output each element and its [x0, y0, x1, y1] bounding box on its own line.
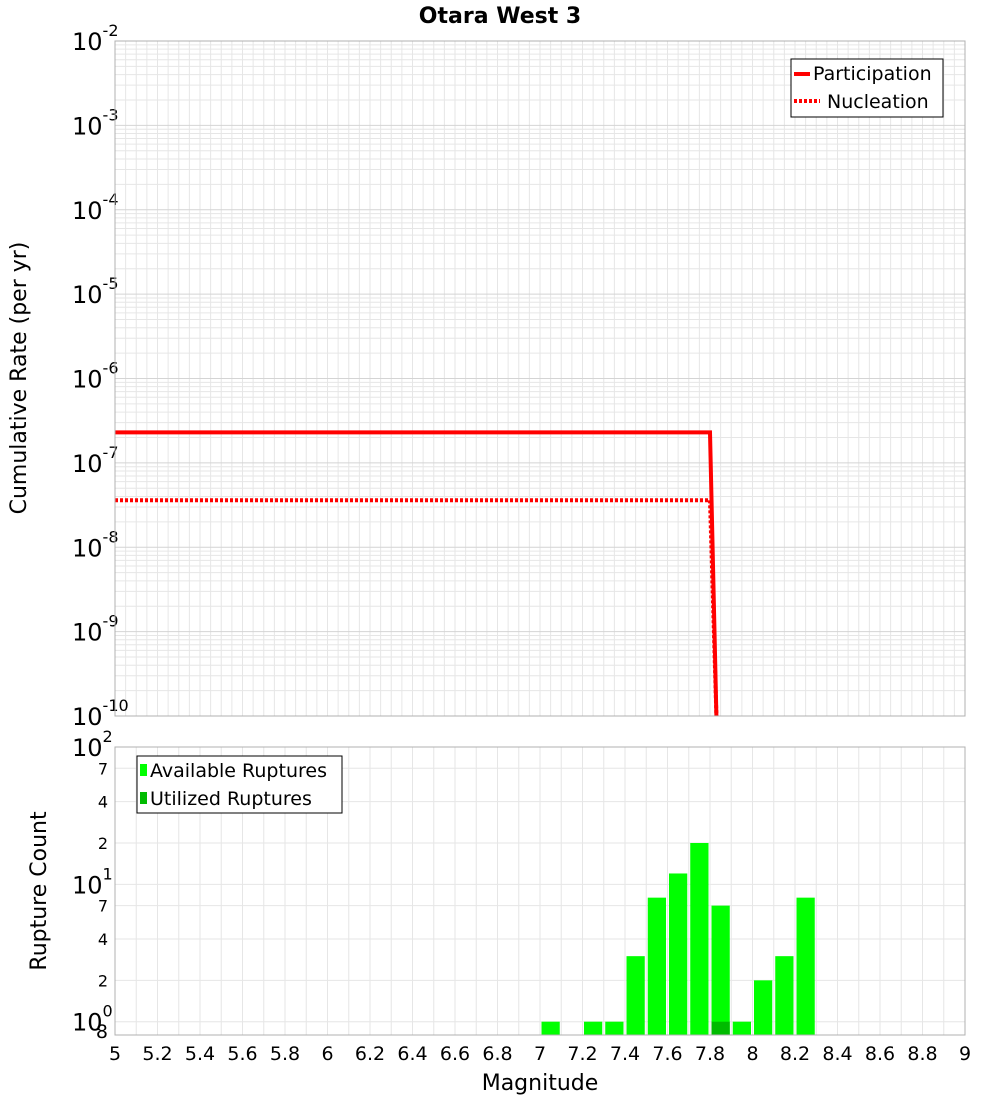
rupture-y-minor-tick-label: 8 [96, 1021, 108, 1043]
magnitude-x-tick-label: 6 [321, 1043, 333, 1065]
magnitude-x-tick-label: 6.6 [440, 1043, 470, 1065]
magnitude-x-tick-label: 6.8 [482, 1043, 512, 1065]
magnitude-x-tick-label: 8.4 [822, 1043, 852, 1065]
available-rupture-bar [732, 1021, 751, 1035]
utilized-rupture-bar [711, 1021, 730, 1035]
legend-participation-label: Participation [813, 63, 932, 85]
available-rupture-bar [584, 1021, 603, 1035]
magnitude-x-ticks: 5 5.2 5.4 5.6 5.8 6 6.2 6.4 6.6 6.8 7 7.2 7.4 7.6 7.8 8… [109, 1043, 971, 1065]
magnitude-x-tick-label: 5.6 [227, 1043, 257, 1065]
rate-legend-box [790, 58, 944, 118]
magnitude-x-tick-label: 7.4 [610, 1043, 640, 1065]
legend-nucleation-label: Nucleation [827, 91, 929, 113]
available-rupture-bar [754, 980, 773, 1035]
available-rupture-bar [796, 897, 815, 1035]
rate-plot: 10-210-310-410-510-610-710-810-910-10 Cu… [7, 21, 966, 731]
magnitude-x-tick-label: 9 [959, 1043, 971, 1065]
chart-title: Otara West 3 [419, 4, 581, 29]
magnitude-x-tick-label: 8.2 [780, 1043, 810, 1065]
rupture-y-minor-tick-label: 4 [98, 793, 108, 812]
rupture-bars [541, 843, 815, 1035]
rupture-legend-box [136, 755, 343, 814]
rupture-legend: Available Ruptures Utilized Ruptures [136, 755, 343, 814]
magnitude-x-tick-label: 7.2 [567, 1043, 597, 1065]
legend-available-label: Available Ruptures [150, 760, 327, 782]
rate-y-tick-label: 10-8 [72, 527, 119, 562]
magnitude-x-tick-label: 5.2 [142, 1043, 172, 1065]
rate-lines [115, 430, 719, 717]
available-rupture-bar [669, 873, 688, 1035]
rupture-y-minor-tick-label: 4 [98, 930, 108, 949]
magnitude-x-tick-label: 5.4 [185, 1043, 215, 1065]
rate-y-tick-label: 10-10 [72, 696, 129, 731]
magnitude-x-tick-label: 8 [746, 1043, 758, 1065]
magnitude-x-tick-label: 6.2 [355, 1043, 385, 1065]
magnitude-x-tick-label: 5.8 [270, 1043, 300, 1065]
rate-y-axis-label: Cumulative Rate (per yr) [7, 242, 32, 515]
available-rupture-bar [626, 956, 645, 1035]
legend-utilized-swatch [140, 792, 147, 804]
rupture-count-plot: 102 101 100 7 4 2 7 4 2 8 5 5.2 5.4 5.6 5.8 6 6.2 6.4 6.6… [27, 727, 971, 1096]
rupture-y-minor-tick-label: 2 [98, 971, 108, 990]
x-axis-label: Magnitude [482, 1071, 599, 1096]
magnitude-x-tick-label: 7 [534, 1043, 546, 1065]
available-rupture-bar [541, 1021, 560, 1035]
magnitude-x-tick-label: 7.6 [652, 1043, 682, 1065]
legend-utilized-label: Utilized Ruptures [150, 788, 312, 810]
available-rupture-bar [690, 843, 709, 1035]
magnitude-x-tick-label: 7.8 [695, 1043, 725, 1065]
available-rupture-bar [775, 956, 794, 1035]
magnitude-x-tick-label: 8.6 [865, 1043, 895, 1065]
rate-legend: Participation Nucleation [790, 58, 944, 118]
series-nucleation-line [115, 498, 719, 717]
rate-plot-frame [114, 40, 966, 717]
available-rupture-bar [711, 905, 730, 1035]
rupture-y-tick-label: 100 [72, 1002, 113, 1037]
rupture-plot-frame [114, 746, 966, 1036]
rupture-y-minor-tick-label: 2 [98, 834, 108, 853]
rupture-y-minor-tick-label: 7 [98, 897, 108, 916]
magnitude-x-tick-label: 8.8 [907, 1043, 937, 1065]
rate-y-tick-label: 10-2 [72, 21, 119, 56]
rupture-y-ticks: 102 101 100 7 4 2 7 4 2 8 [72, 727, 113, 1043]
magnitude-x-tick-label: 5 [109, 1043, 121, 1065]
legend-available-swatch [140, 764, 147, 776]
rate-grid [114, 41, 966, 717]
magnitude-x-tick-label: 6.4 [397, 1043, 427, 1065]
rupture-y-axis-label: Rupture Count [27, 811, 52, 971]
rupture-y-tick-label: 101 [72, 864, 113, 899]
rupture-y-minor-tick-label: 7 [98, 759, 108, 778]
rupture-y-tick-label: 102 [72, 727, 113, 762]
available-rupture-bar [605, 1021, 624, 1035]
available-rupture-bar [647, 897, 666, 1035]
